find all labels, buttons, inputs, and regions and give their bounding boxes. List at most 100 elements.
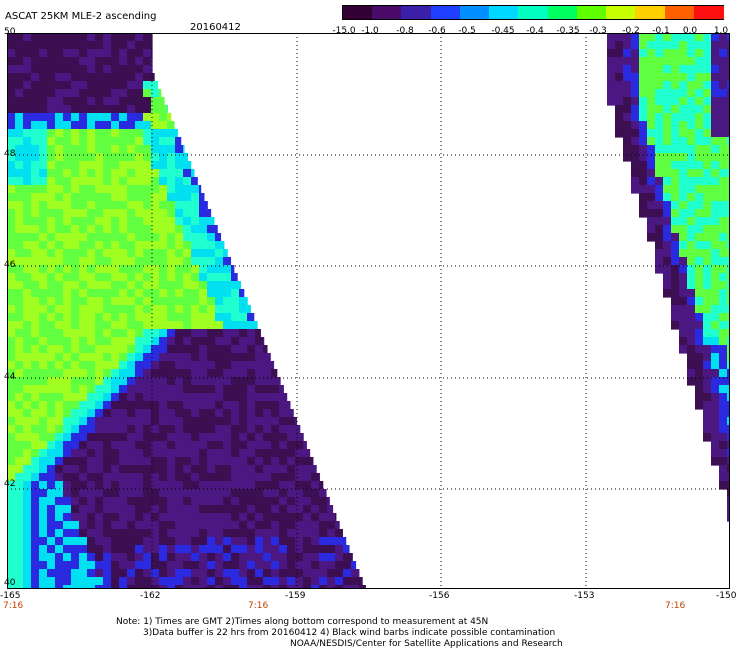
- wind-cell: [663, 97, 672, 106]
- wind-cell: [151, 89, 160, 98]
- wind-cell: [303, 513, 312, 522]
- wind-cell: [63, 137, 72, 146]
- wind-cell: [71, 233, 80, 242]
- wind-cell: [103, 537, 112, 546]
- wind-cell: [167, 273, 176, 282]
- wind-cell: [95, 49, 104, 58]
- wind-cell: [111, 233, 120, 242]
- wind-cell: [15, 137, 24, 146]
- wind-cell: [711, 345, 720, 354]
- wind-cell: [159, 481, 168, 490]
- wind-cell: [727, 33, 730, 42]
- wind-cell: [63, 321, 72, 330]
- wind-cell: [215, 393, 224, 402]
- longitude-label: -150: [716, 591, 737, 601]
- wind-cell: [31, 305, 40, 314]
- wind-cell: [79, 433, 88, 442]
- wind-cell: [55, 553, 64, 562]
- wind-cell: [295, 473, 304, 482]
- wind-cell: [239, 337, 248, 346]
- wind-cell: [7, 457, 16, 466]
- wind-cell: [167, 569, 176, 578]
- wind-cell: [31, 65, 40, 74]
- wind-cell: [167, 473, 176, 482]
- wind-cell: [327, 537, 336, 546]
- wind-cell: [199, 553, 208, 562]
- wind-cell: [207, 385, 216, 394]
- wind-cell: [263, 377, 272, 386]
- wind-cell: [655, 33, 664, 42]
- wind-cell: [15, 185, 24, 194]
- wind-cell: [119, 393, 128, 402]
- wind-cell: [191, 345, 200, 354]
- wind-cell: [719, 321, 728, 330]
- wind-cell: [671, 201, 680, 210]
- wind-cell: [135, 97, 144, 106]
- wind-cell: [167, 257, 176, 266]
- wind-cell: [199, 305, 208, 314]
- wind-cell: [663, 49, 672, 58]
- wind-cell: [263, 529, 272, 538]
- wind-cell: [7, 473, 16, 482]
- wind-cell: [183, 297, 192, 306]
- wind-cell: [95, 169, 104, 178]
- wind-cell: [335, 537, 344, 546]
- wind-cell: [23, 505, 32, 514]
- wind-cell: [55, 489, 64, 498]
- wind-cell: [695, 201, 704, 210]
- wind-cell: [199, 457, 208, 466]
- wind-cell: [79, 201, 88, 210]
- wind-cell: [143, 81, 152, 90]
- wind-cell: [135, 209, 144, 218]
- wind-cell: [727, 289, 730, 298]
- wind-cell: [159, 121, 168, 130]
- wind-cell: [143, 225, 152, 234]
- wind-cell: [263, 577, 272, 586]
- wind-cell: [135, 137, 144, 146]
- wind-cell: [255, 545, 264, 554]
- wind-cell: [135, 241, 144, 250]
- wind-cell: [727, 169, 730, 178]
- wind-cell: [95, 233, 104, 242]
- wind-cell: [63, 545, 72, 554]
- wind-cell: [39, 289, 48, 298]
- wind-cell: [119, 553, 128, 562]
- wind-cell: [55, 201, 64, 210]
- wind-cell: [295, 505, 304, 514]
- wind-cell: [191, 169, 195, 178]
- wind-cell: [7, 297, 16, 306]
- wind-cell: [87, 537, 96, 546]
- wind-cell: [671, 97, 680, 106]
- wind-cell: [615, 105, 624, 114]
- wind-cell: [31, 569, 40, 578]
- wind-cell: [671, 321, 680, 330]
- wind-cell: [207, 393, 216, 402]
- wind-cell: [23, 129, 32, 138]
- wind-cell: [167, 153, 176, 162]
- wind-cell: [287, 537, 296, 546]
- wind-cell: [199, 417, 208, 426]
- wind-cell: [23, 113, 32, 122]
- wind-cell: [47, 385, 56, 394]
- wind-cell: [679, 121, 688, 130]
- wind-cell: [39, 497, 48, 506]
- wind-cell: [119, 41, 128, 50]
- wind-cell: [111, 505, 120, 514]
- wind-cell: [31, 529, 40, 538]
- wind-cell: [271, 577, 280, 586]
- wind-cell: [135, 433, 144, 442]
- wind-cell: [111, 89, 120, 98]
- wind-cell: [207, 417, 216, 426]
- wind-cell: [151, 537, 160, 546]
- wind-cell: [239, 505, 248, 514]
- wind-cell: [607, 97, 616, 106]
- wind-cell: [183, 161, 192, 170]
- wind-cell: [31, 161, 40, 170]
- wind-cell: [23, 377, 32, 386]
- wind-cell: [655, 97, 664, 106]
- wind-cell: [695, 401, 704, 410]
- wind-cell: [223, 425, 232, 434]
- wind-cell: [87, 337, 96, 346]
- wind-cell: [63, 257, 72, 266]
- wind-cell: [151, 561, 160, 570]
